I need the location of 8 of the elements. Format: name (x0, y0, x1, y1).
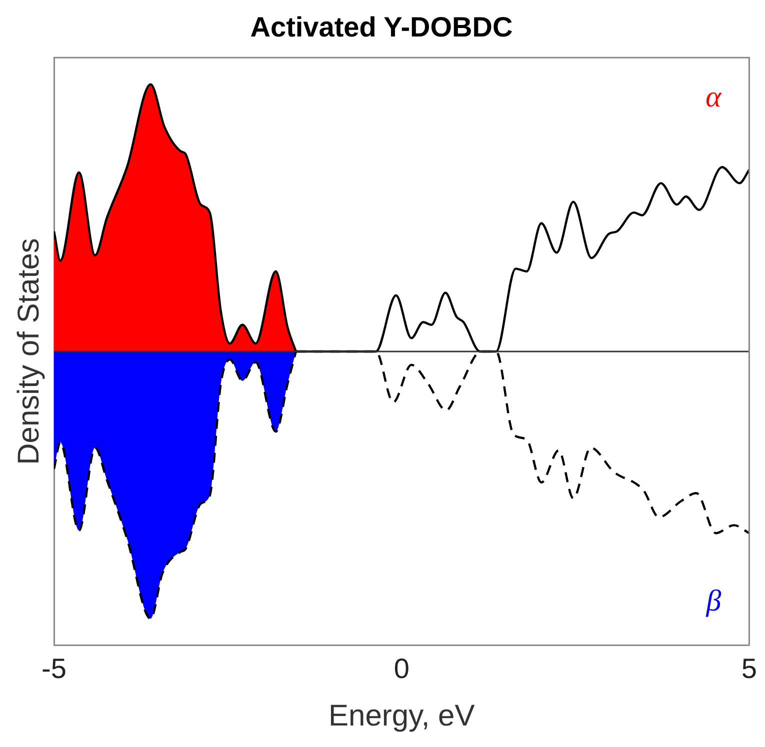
text: α (705, 80, 722, 114)
x-tick-label: -5 (42, 652, 66, 684)
chart-title: Activated Y-DOBDC (250, 12, 513, 43)
x-tick-label: 5 (741, 652, 758, 684)
y-axis-title: Density of States (12, 238, 46, 465)
x-axis-title: Energy, eV (328, 699, 475, 732)
text: β (705, 584, 722, 618)
x-tick-label: 0 (394, 652, 410, 684)
